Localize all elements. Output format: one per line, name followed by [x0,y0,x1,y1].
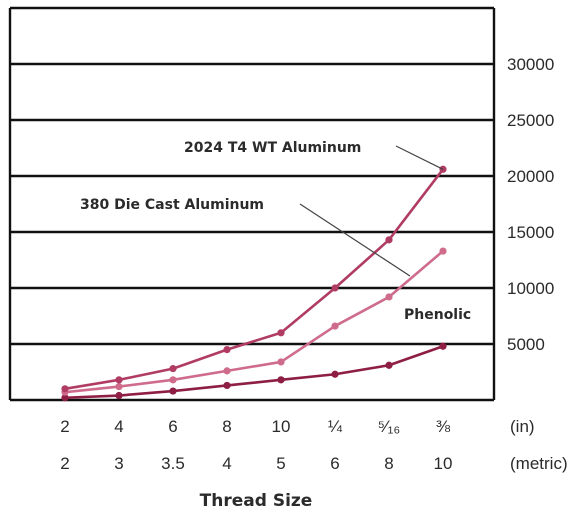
series-label: Phenolic [404,307,471,323]
x-axis-title: Thread Size [200,491,313,511]
data-point [61,394,69,402]
data-point [115,391,123,400]
x-tick-label-in: ⅜ [436,417,451,436]
x-tick-label-metric: 6 [330,454,339,473]
y-tick-label: 15000 [507,223,554,242]
y-tick-label: 30000 [507,55,554,74]
x-tick-label-metric: 8 [384,454,393,473]
data-point [385,293,393,301]
series-line [64,250,444,394]
y-tick-label: 5000 [507,335,545,354]
y-tick-label: 25000 [507,111,554,130]
series-annotations: 2024 T4 WT Aluminum 380 Die Cast Aluminum… [80,140,471,323]
x-tick-label-in: 2 [60,417,69,436]
x-tick-label-metric: 4 [222,454,231,473]
x-tick-label-metric: 5 [276,454,285,473]
data-point [439,247,447,255]
data-point [169,365,177,373]
x-tick-label-in: 6 [168,417,177,436]
data-point [385,236,393,244]
unit-label-in: (in) [510,417,535,436]
unit-label-metric: (metric) [510,454,568,473]
data-point [223,346,231,354]
x-tick-labels: 2 4 6 8 10 ¼ ⁵⁄₁₆ ⅜ 2 3 3.5 4 5 6 8 10 (in) (metric) [60,417,567,473]
data-point [385,361,393,369]
x-tick-label-metric: 2 [60,454,69,473]
series-label: 2024 T4 WT Aluminum [184,140,361,156]
y-tick-label: 10000 [507,279,554,298]
data-point [331,370,339,378]
x-tick-label-in: ¼ [328,417,343,436]
series-line [64,345,444,400]
x-tick-label-in: 4 [114,417,123,436]
data-point [277,376,285,384]
data-point [169,376,177,384]
data-point [223,367,231,375]
x-tick-label-in: 10 [272,417,291,436]
data-point [439,342,447,350]
data-point [61,385,69,393]
x-tick-label-metric: 10 [434,454,453,473]
data-point [115,382,123,391]
x-tick-label-in: 8 [222,417,231,436]
series-line [64,168,445,391]
leader-line [299,203,411,277]
data-point [277,358,285,366]
data-point [277,329,285,337]
leader-line [395,145,444,170]
y-tick-label: 20000 [507,167,554,186]
x-tick-label-metric: 3 [114,454,123,473]
x-tick-label-in: ⁵⁄₁₆ [378,417,400,436]
series-layer [61,165,447,402]
series-label: 380 Die Cast Aluminum [80,197,264,213]
x-tick-label-metric: 3.5 [161,454,185,473]
plot-frame [8,8,496,400]
data-point [223,381,231,390]
grid-lines [10,6,494,402]
data-point [115,376,123,384]
data-point [331,322,339,330]
y-tick-labels: 5000 10000 15000 20000 25000 30000 [507,55,554,354]
data-point [169,387,177,395]
data-point [331,284,339,292]
